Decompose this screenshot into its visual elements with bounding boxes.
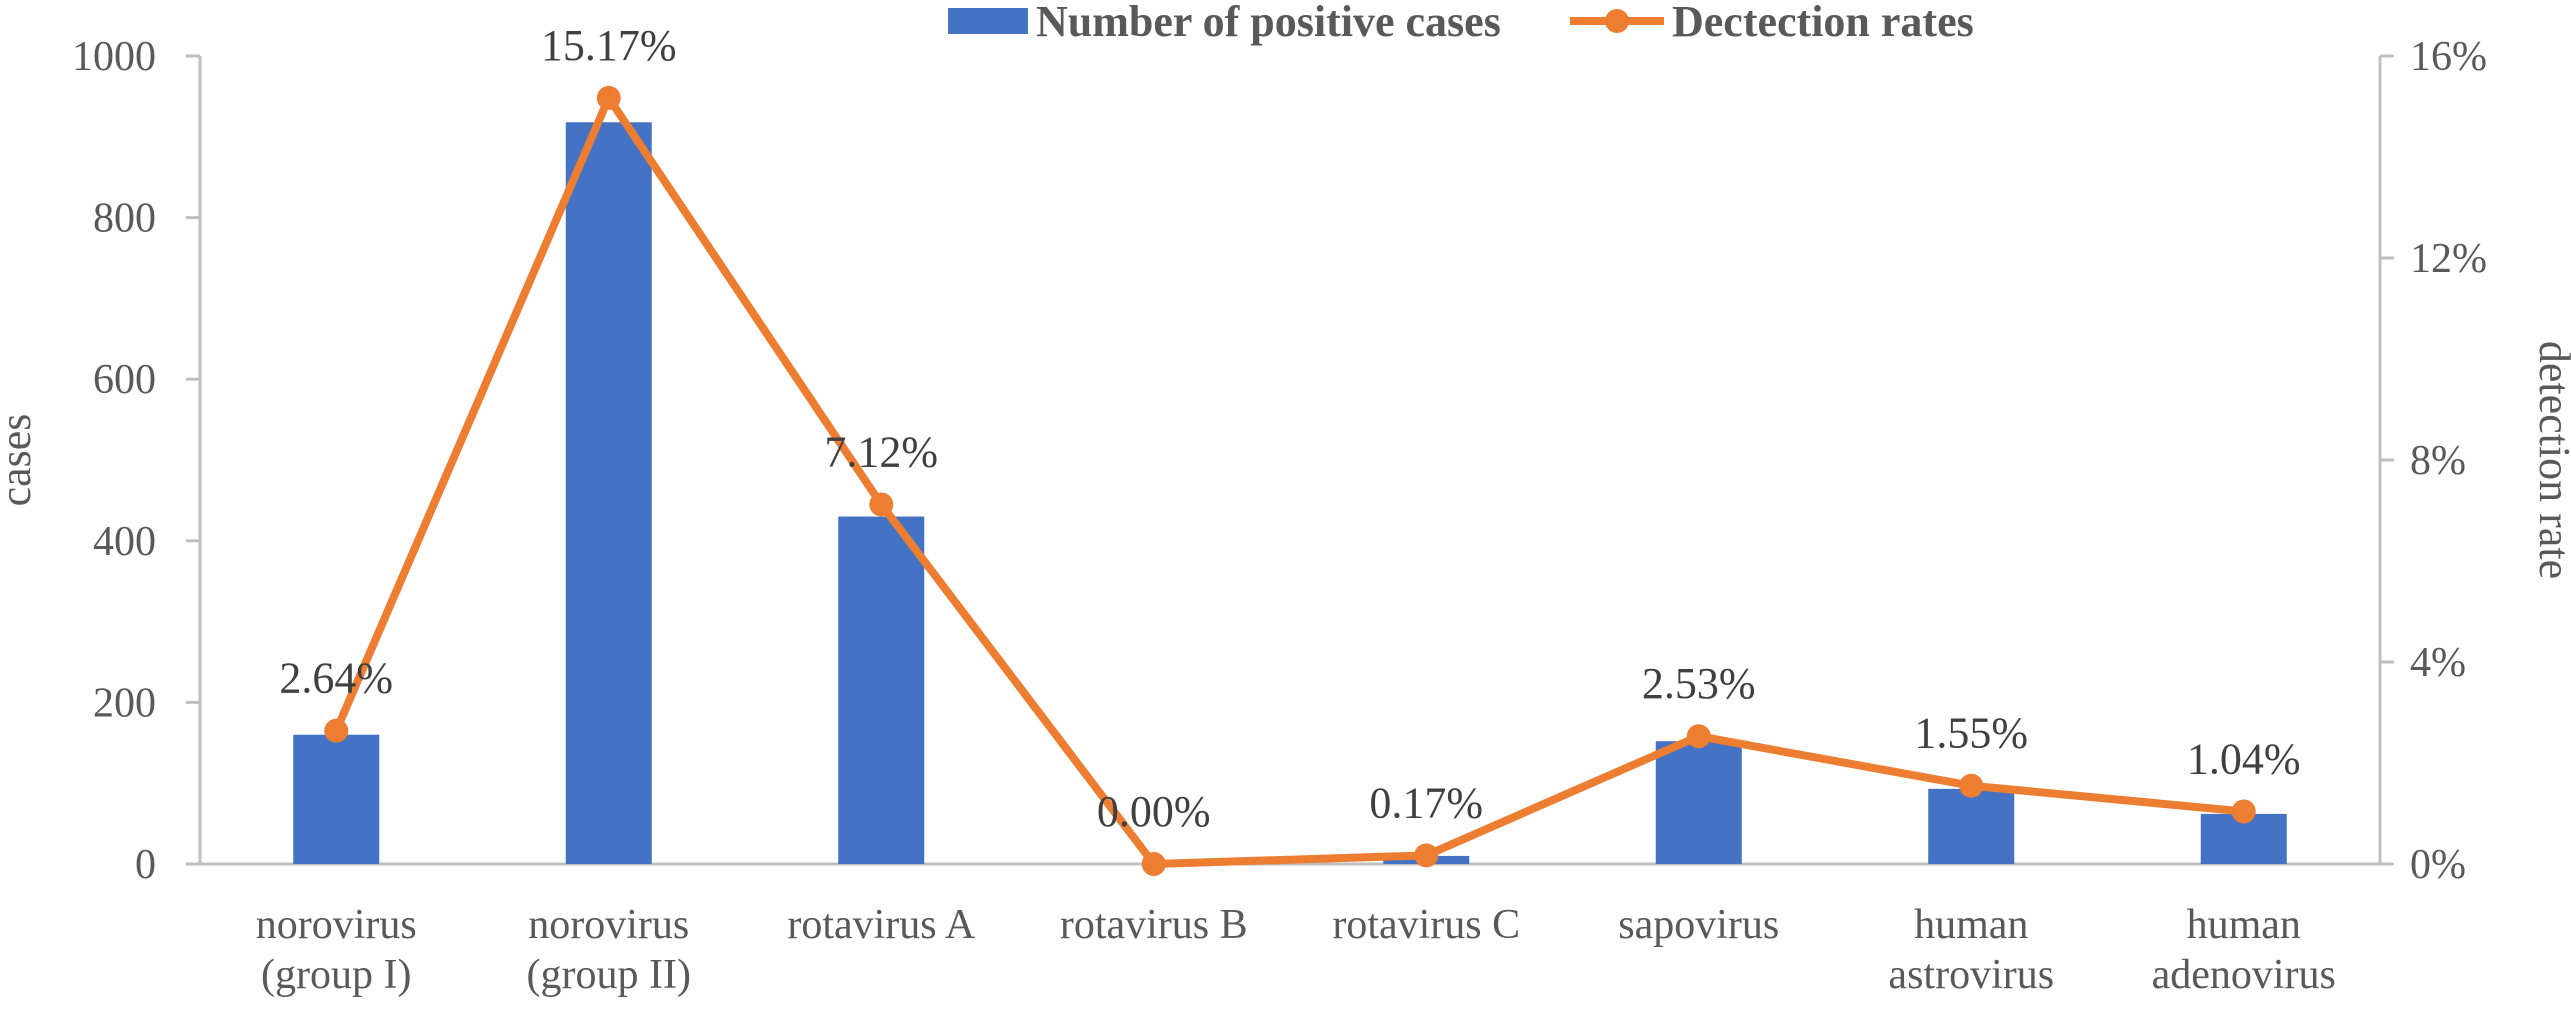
y-left-axis-title: cases — [0, 414, 40, 507]
bar — [838, 516, 925, 864]
line-point — [1686, 724, 1711, 749]
bar — [293, 734, 380, 864]
y-right-axis-title: detection rate — [2530, 341, 2571, 579]
category-label: adenovirus — [2152, 952, 2336, 998]
legend-line-label: Dectection rates — [1672, 0, 1974, 46]
bar — [565, 122, 652, 865]
right-tick-label: 4% — [2410, 640, 2466, 686]
line-point — [596, 85, 621, 110]
line-point — [1414, 843, 1439, 868]
legend-bar-label: Number of positive cases — [1036, 0, 1501, 46]
bar — [1655, 741, 1742, 864]
data-label: 2.64% — [279, 654, 393, 703]
category-label: human — [2187, 902, 2301, 948]
line-series: 2.64% 15.17% 7.12% 0.00% 0.17% 2.53% 1.55% 1.04… — [279, 21, 2301, 876]
right-y-ticks: 0% 4% 8% 12% 16% — [2380, 34, 2487, 888]
category-label: (group II) — [527, 952, 691, 998]
data-label: 1.55% — [1914, 709, 2028, 758]
legend-line-marker — [1605, 9, 1629, 33]
category-label: rotavirus A — [787, 902, 975, 948]
line-point — [1959, 773, 1984, 798]
data-label: 2.53% — [1642, 659, 1756, 708]
axes: 0 200 400 600 800 1000 0% 4% 8% 12% 16% — [72, 34, 2487, 888]
left-tick-label: 800 — [93, 196, 156, 242]
legend-bar-swatch — [948, 8, 1028, 34]
category-label: rotavirus C — [1332, 902, 1520, 948]
left-tick-label: 1000 — [72, 34, 156, 80]
bar — [1928, 788, 2015, 864]
line-point — [869, 492, 894, 517]
line-point — [1141, 852, 1166, 876]
right-tick-label: 0% — [2410, 842, 2466, 888]
data-label: 7.12% — [824, 427, 938, 476]
category-labels: norovirus(group I)norovirus(group II)rot… — [256, 902, 2336, 998]
category-label: norovirus — [256, 902, 417, 948]
bar-series — [293, 122, 2287, 865]
right-tick-label: 8% — [2410, 438, 2466, 484]
category-label: astrovirus — [1888, 952, 2054, 998]
data-label: 15.17% — [541, 21, 677, 70]
left-tick-label: 400 — [93, 519, 156, 565]
left-y-ticks: 0 200 400 600 800 1000 — [72, 34, 200, 888]
data-label: 1.04% — [2187, 734, 2301, 783]
category-label: (group I) — [261, 952, 411, 998]
detection-rate-line — [332, 93, 2245, 868]
left-tick-label: 200 — [93, 680, 156, 726]
left-tick-label: 0 — [135, 842, 156, 888]
data-label: 0.00% — [1097, 787, 1211, 836]
category-label: human — [1914, 902, 2028, 948]
category-label: norovirus — [528, 902, 689, 948]
legend: Number of positive cases Dectection rate… — [948, 0, 1974, 46]
data-label: 0.17% — [1369, 778, 1483, 827]
category-label: sapovirus — [1618, 902, 1779, 948]
category-label: rotavirus B — [1060, 902, 1248, 948]
left-tick-label: 600 — [93, 357, 156, 403]
right-tick-label: 12% — [2410, 236, 2487, 282]
line-point — [324, 718, 349, 743]
line-point — [2231, 799, 2256, 824]
right-tick-label: 16% — [2410, 34, 2487, 80]
